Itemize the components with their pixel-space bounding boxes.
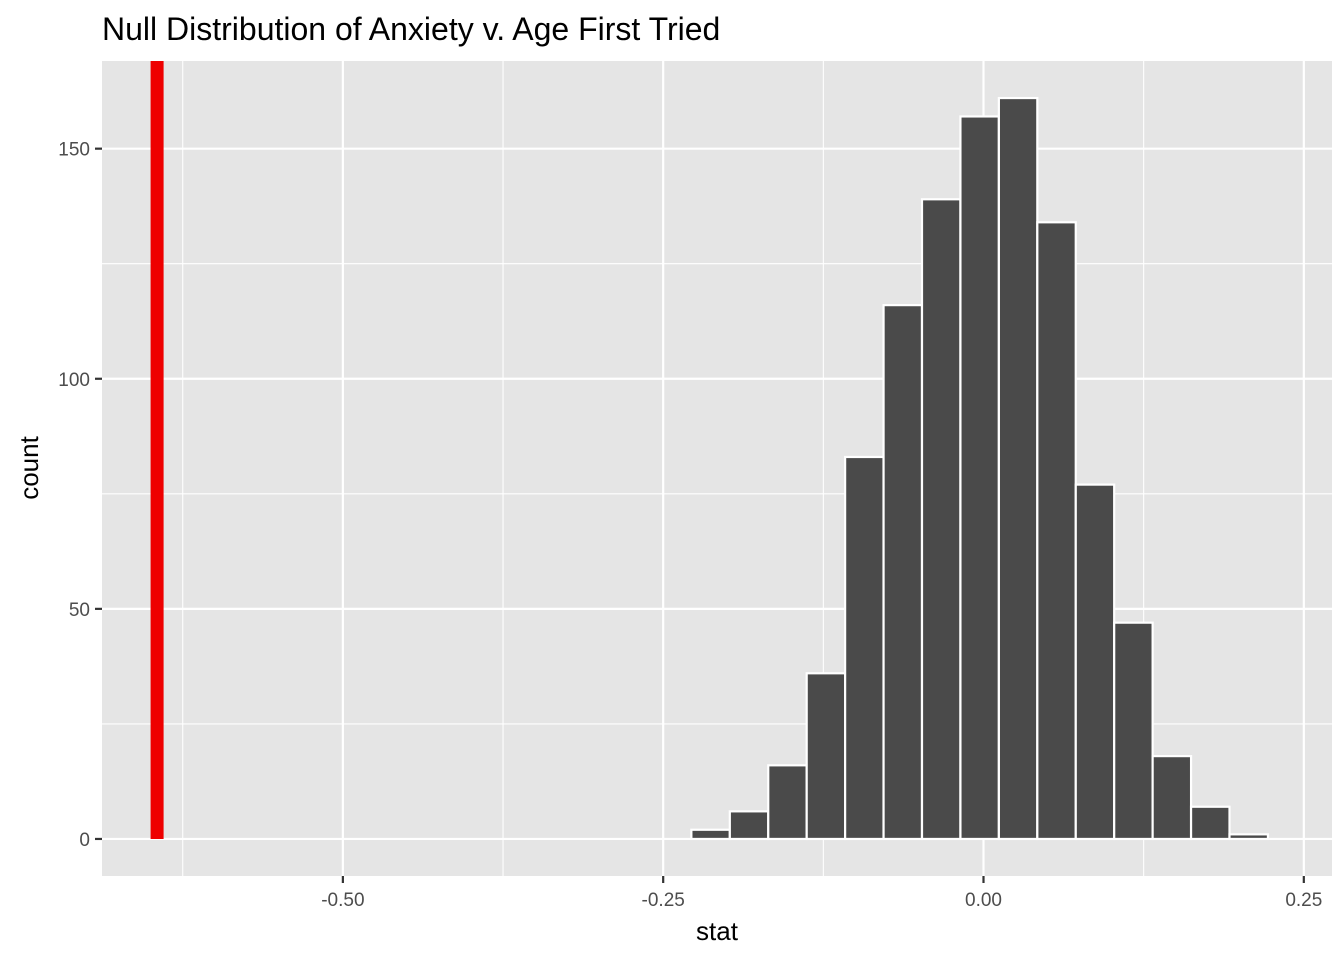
histogram-bar xyxy=(767,764,808,841)
x-axis-ticks: -0.50 -0.25 0.00 0.25 xyxy=(321,876,1322,911)
y-axis-ticks: 0 50 100 150 xyxy=(58,140,102,851)
y-tick-label: 0 xyxy=(79,830,90,851)
x-tick-label: 0.25 xyxy=(1285,890,1322,911)
histogram-bar xyxy=(997,96,1039,841)
histogram-bar xyxy=(1228,833,1270,841)
histogram-bar xyxy=(920,198,962,841)
y-axis-title: count xyxy=(14,435,44,499)
histogram-bar xyxy=(1151,755,1193,841)
y-tick-label: 150 xyxy=(58,140,90,161)
x-axis-title: stat xyxy=(696,916,739,946)
histogram-bar xyxy=(1036,221,1077,841)
x-tick-label: 0.00 xyxy=(965,890,1002,911)
histogram-bar xyxy=(1189,805,1231,841)
histogram-bar xyxy=(1113,621,1154,841)
minor-gridlines xyxy=(102,61,1332,876)
chart-title: Null Distribution of Anxiety v. Age Firs… xyxy=(102,11,720,47)
histogram-bar xyxy=(728,810,770,841)
histogram-bar xyxy=(844,455,885,841)
y-tick-label: 100 xyxy=(58,370,90,391)
histogram-bar xyxy=(805,672,847,841)
histogram-bar xyxy=(882,304,924,841)
y-tick-label: 50 xyxy=(69,600,90,621)
histogram-bar xyxy=(959,115,1000,841)
histogram-bar xyxy=(690,828,731,841)
histogram-bar xyxy=(1074,483,1116,841)
histogram-bars xyxy=(690,96,1270,841)
x-tick-label: -0.25 xyxy=(642,890,685,911)
x-tick-label: -0.50 xyxy=(321,890,364,911)
